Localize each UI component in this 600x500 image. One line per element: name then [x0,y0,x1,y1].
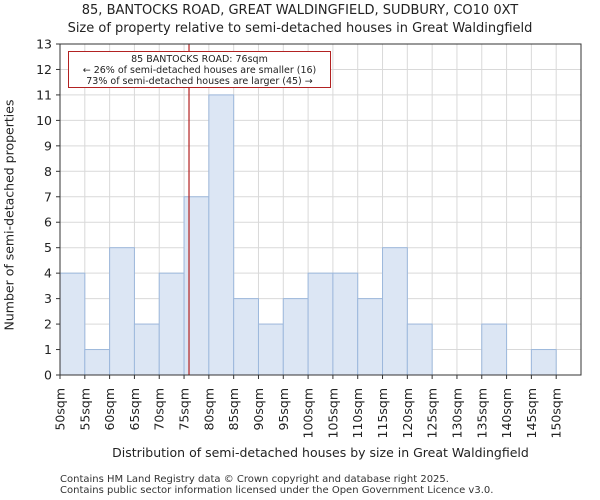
y-tick-label: 7 [44,189,52,204]
x-tick-label: 110sqm [350,388,365,438]
histogram-bar [84,349,111,376]
y-tick-label: 12 [36,62,52,77]
histogram-bar [59,272,86,376]
y-tick-label: 10 [36,113,52,128]
property-annotation-box: 85 BANTOCKS ROAD: 76sqm ← 26% of semi-de… [68,51,331,88]
histogram-bar [208,94,235,376]
x-tick-label: 50sqm [53,388,68,431]
x-tick-label: 55sqm [77,388,92,431]
y-tick-label: 11 [36,87,52,102]
histogram-bar [109,247,135,376]
y-tick-label: 3 [44,291,52,306]
x-tick-label: 120sqm [400,388,415,438]
histogram-bar [382,247,408,376]
x-tick-label: 125sqm [425,388,440,438]
x-tick-label: 130sqm [449,388,464,438]
histogram-bar [406,323,433,376]
y-tick-label: 2 [44,317,52,332]
x-tick-label: 145sqm [524,388,539,438]
annotation-line-3: 73% of semi-detached houses are larger (… [86,76,313,87]
chart-subtitle: Size of property relative to semi-detach… [67,21,533,36]
x-tick-label: 80sqm [201,388,216,431]
histogram-bar [357,298,384,376]
histogram-bar [481,323,508,376]
annotation-line-2: ← 26% of semi-detached houses are smalle… [82,65,317,76]
x-tick-label: 65sqm [127,388,142,431]
x-tick-label: 115sqm [375,388,390,438]
x-tick-label: 90sqm [251,388,266,431]
plot-frame [59,43,582,376]
footer-copyright: Contains HM Land Registry data © Crown c… [60,474,449,485]
x-tick-label: 105sqm [325,388,340,438]
x-tick-label: 150sqm [549,388,564,438]
y-tick-label: 8 [44,164,52,179]
footer-licence: Contains public sector information licen… [60,485,494,496]
x-tick-label: 100sqm [301,388,316,438]
histogram-bar [257,323,284,376]
x-tick-label: 140sqm [499,388,514,438]
histogram-bar [233,298,259,376]
annotation-line-1: 85 BANTOCKS ROAD: 76sqm [131,54,268,65]
x-tick-label: 70sqm [152,388,167,431]
histogram-bar [183,196,210,376]
y-tick-label: 4 [44,266,52,281]
x-tick-label: 135sqm [474,388,489,438]
histogram-bar [158,272,185,376]
chart-title: 85, BANTOCKS ROAD, GREAT WALDINGFIELD, S… [81,3,519,18]
x-tick-label: 95sqm [276,388,291,431]
histogram-bar [332,272,359,376]
x-tick-label: 60sqm [102,388,117,431]
y-tick-label: 0 [44,368,52,383]
histogram-bar [133,323,160,376]
x-tick-label: 75sqm [177,388,192,431]
histogram-bar [530,349,557,376]
histogram-bar [282,298,309,376]
y-tick-label: 13 [36,37,52,52]
histogram-bar [307,272,334,376]
x-tick-label: 85sqm [226,388,241,431]
y-tick-label: 9 [44,138,52,153]
y-tick-label: 5 [44,240,52,255]
x-axis-label: Distribution of semi-detached houses by … [112,445,529,460]
y-tick-label: 1 [44,342,52,357]
y-tick-label: 6 [44,215,52,230]
y-axis-label: Number of semi-detached properties [1,99,17,331]
